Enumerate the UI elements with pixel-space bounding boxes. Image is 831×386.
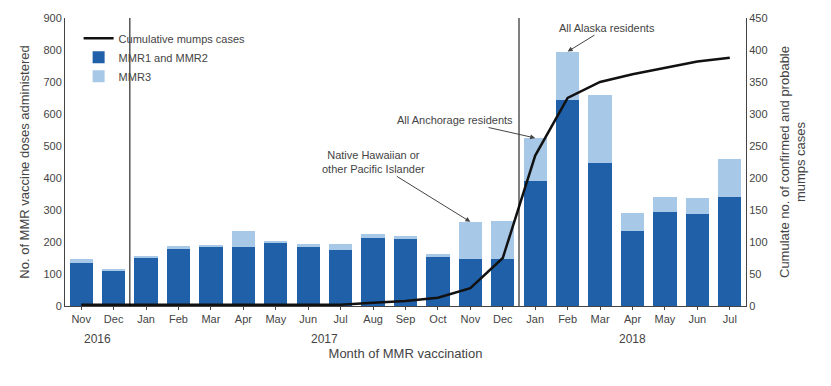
svg-text:400: 400 [749, 44, 767, 56]
svg-text:Nov: Nov [461, 313, 481, 325]
svg-text:No. of MMR vaccine doses admin: No. of MMR vaccine doses administered [17, 45, 32, 278]
svg-text:600: 600 [43, 108, 61, 120]
svg-text:300: 300 [43, 204, 61, 216]
svg-text:Apr: Apr [624, 313, 641, 325]
svg-text:Jan: Jan [137, 313, 155, 325]
svg-text:MMR3: MMR3 [119, 71, 151, 83]
svg-text:Mar: Mar [591, 313, 610, 325]
svg-text:250: 250 [749, 140, 767, 152]
svg-text:500: 500 [43, 140, 61, 152]
svg-text:Jan: Jan [526, 313, 544, 325]
svg-text:Jul: Jul [723, 313, 737, 325]
svg-text:100: 100 [43, 268, 61, 280]
svg-text:450: 450 [749, 12, 767, 24]
svg-text:800: 800 [43, 44, 61, 56]
svg-text:Month of MMR vaccination: Month of MMR vaccination [329, 346, 483, 361]
svg-text:Jun: Jun [688, 313, 706, 325]
svg-text:0: 0 [56, 300, 62, 312]
svg-text:200: 200 [43, 236, 61, 248]
svg-text:Cumulate no. of confirmed and: Cumulate no. of confirmed and probablemu… [777, 46, 809, 278]
svg-text:150: 150 [749, 204, 767, 216]
svg-text:Cumulative mumps cases: Cumulative mumps cases [119, 33, 245, 45]
svg-text:Aug: Aug [363, 313, 383, 325]
svg-text:Nov: Nov [71, 313, 91, 325]
svg-text:MMR1 and MMR2: MMR1 and MMR2 [119, 52, 208, 64]
svg-text:Sep: Sep [396, 313, 416, 325]
svg-text:100: 100 [749, 236, 767, 248]
svg-text:300: 300 [749, 108, 767, 120]
svg-text:Native Hawaiian orother Pacifi: Native Hawaiian orother Pacific Islander [322, 149, 425, 175]
svg-text:900: 900 [43, 12, 61, 24]
svg-text:700: 700 [43, 76, 61, 88]
svg-text:All Alaska residents: All Alaska residents [559, 22, 655, 34]
svg-text:0: 0 [749, 300, 755, 312]
svg-text:50: 50 [749, 268, 761, 280]
svg-text:All Anchorage residents: All Anchorage residents [397, 114, 513, 126]
svg-text:May: May [265, 313, 286, 325]
svg-text:Mar: Mar [201, 313, 220, 325]
svg-text:2017: 2017 [311, 332, 338, 346]
svg-text:May: May [655, 313, 676, 325]
svg-text:Dec: Dec [493, 313, 513, 325]
svg-text:Jul: Jul [334, 313, 348, 325]
svg-text:Apr: Apr [235, 313, 252, 325]
svg-text:2018: 2018 [619, 332, 646, 346]
svg-text:Oct: Oct [429, 313, 446, 325]
svg-text:Jun: Jun [299, 313, 317, 325]
svg-text:200: 200 [749, 172, 767, 184]
svg-text:Dec: Dec [104, 313, 124, 325]
svg-text:350: 350 [749, 76, 767, 88]
svg-text:Feb: Feb [558, 313, 577, 325]
svg-text:2016: 2016 [84, 332, 111, 346]
svg-text:Feb: Feb [169, 313, 188, 325]
svg-text:400: 400 [43, 172, 61, 184]
